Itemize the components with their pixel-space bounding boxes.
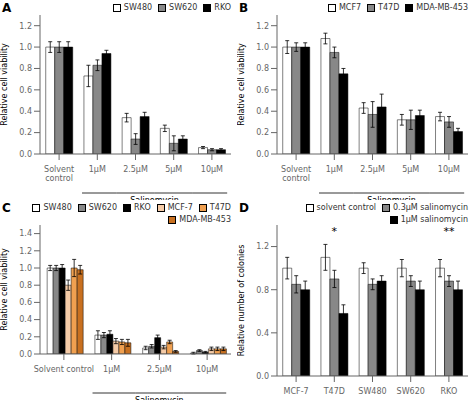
svg-text:1.2: 1.2 <box>19 247 32 256</box>
svg-text:SW480: SW480 <box>358 387 386 396</box>
svg-text:Solventcontrol: Solventcontrol <box>44 165 74 183</box>
html-text:SW480: SW480 <box>43 203 72 212</box>
svg-text:1.0: 1.0 <box>256 43 269 52</box>
svg-text:0.6: 0.6 <box>256 86 269 95</box>
html-text:MCF-7: MCF-7 <box>167 203 193 212</box>
svg-text:0.4: 0.4 <box>256 329 269 338</box>
svg-text:0.8: 0.8 <box>256 286 269 295</box>
svg-text:1.2: 1.2 <box>19 22 32 31</box>
html-text:RKO: RKO <box>214 3 231 12</box>
html-text:D: D <box>239 201 249 215</box>
html-text:C: C <box>2 201 11 215</box>
html-text:T47D: T47D <box>378 3 400 12</box>
svg-text:2.5μM: 2.5μM <box>360 165 385 174</box>
svg-text:1.0: 1.0 <box>19 264 32 273</box>
svg-text:10μM: 10μM <box>201 165 223 174</box>
svg-text:Salinomycin: Salinomycin <box>130 196 179 200</box>
svg-text:1.4: 1.4 <box>19 229 32 238</box>
html-text:B: B <box>239 1 249 15</box>
svg-text:Relative cell viability: Relative cell viability <box>8 43 9 126</box>
svg-text:5μM: 5μM <box>165 165 182 174</box>
svg-text:1μM: 1μM <box>89 165 106 174</box>
html-text:SW620: SW620 <box>88 203 117 212</box>
svg-text:Salinomycin: Salinomycin <box>367 196 416 200</box>
svg-text:0.8: 0.8 <box>19 281 32 290</box>
svg-text:0.2: 0.2 <box>19 128 32 137</box>
html-text:SW620: SW620 <box>169 3 198 12</box>
svg-text:1.0: 1.0 <box>19 43 32 52</box>
svg-text:Relative number of colonies: Relative number of colonies <box>237 245 246 357</box>
svg-text:0.4: 0.4 <box>19 315 32 324</box>
html-text:MDA-MB-453: MDA-MB-453 <box>179 215 231 224</box>
svg-text:2.5μM: 2.5μM <box>123 165 148 174</box>
svg-text:1μM: 1μM <box>103 365 120 374</box>
svg-text:10μM: 10μM <box>196 365 218 374</box>
svg-text:0.6: 0.6 <box>19 86 32 95</box>
svg-text:Relative cell viability: Relative cell viability <box>237 43 246 126</box>
html-text:0.3μM salinomycin: 0.3μM salinomycin <box>393 203 468 212</box>
html-text:RKO: RKO <box>134 203 151 212</box>
html-text:MCF7: MCF7 <box>338 3 362 12</box>
svg-text:0.0: 0.0 <box>19 350 32 359</box>
svg-text:0.4: 0.4 <box>256 107 269 116</box>
html-text:1μM salinomycin: 1μM salinomycin <box>400 215 468 224</box>
svg-text:5μM: 5μM <box>402 165 419 174</box>
html-text:T47D: T47D <box>209 203 231 212</box>
svg-text:MCF-7: MCF-7 <box>284 387 309 396</box>
svg-text:0.4: 0.4 <box>19 107 32 116</box>
svg-text:0.0: 0.0 <box>256 372 269 381</box>
svg-text:T47D: T47D <box>323 387 345 396</box>
svg-text:*: * <box>332 225 338 238</box>
svg-text:Relative cell viability: Relative cell viability <box>8 248 9 331</box>
svg-text:Salinomycin: Salinomycin <box>135 396 184 400</box>
svg-text:SW620: SW620 <box>397 387 425 396</box>
svg-text:0.0: 0.0 <box>256 150 269 159</box>
svg-text:0.8: 0.8 <box>256 64 269 73</box>
svg-text:0.0: 0.0 <box>19 150 32 159</box>
html-text:SW480: SW480 <box>123 3 153 12</box>
svg-text:0.8: 0.8 <box>19 64 32 73</box>
svg-text:0.6: 0.6 <box>19 298 32 307</box>
html-text:solvent control: solvent control <box>316 203 376 212</box>
svg-text:1μM: 1μM <box>326 165 343 174</box>
svg-text:2.5μM: 2.5μM <box>147 365 172 374</box>
svg-text:0.2: 0.2 <box>256 128 269 137</box>
svg-text:Solventcontrol: Solventcontrol <box>281 165 311 183</box>
svg-text:1.2: 1.2 <box>256 242 269 251</box>
svg-text:0.2: 0.2 <box>19 333 32 342</box>
svg-text:RKO: RKO <box>441 387 458 396</box>
html-text:MDA-MB-453: MDA-MB-453 <box>416 3 468 12</box>
svg-text:Solvent control: Solvent control <box>34 365 94 374</box>
svg-text:10μM: 10μM <box>438 165 460 174</box>
svg-text:**: ** <box>443 225 455 238</box>
svg-text:1.2: 1.2 <box>256 22 269 31</box>
html-text:A: A <box>2 1 12 15</box>
